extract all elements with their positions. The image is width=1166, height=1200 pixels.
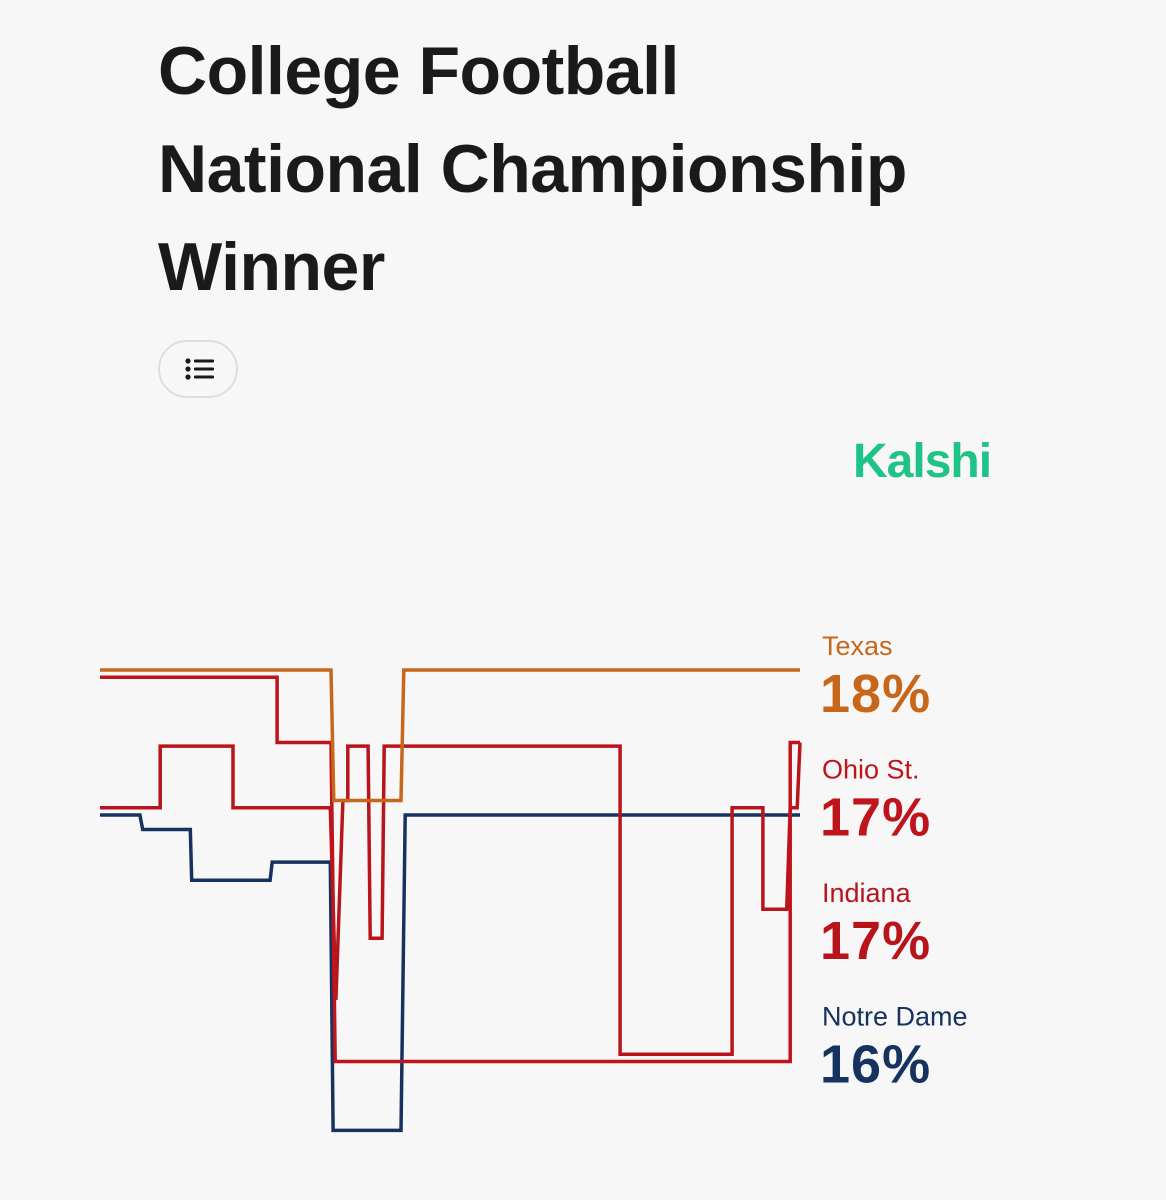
series-line: [100, 675, 800, 1064]
legend-label: Texas: [822, 631, 893, 661]
legend-label: Indiana: [822, 878, 912, 908]
list-button[interactable]: [158, 340, 238, 398]
chart-title: College Football National Championship W…: [158, 33, 907, 305]
series-line: [100, 668, 800, 803]
list-icon: [185, 358, 214, 380]
value-label: 18%: [820, 664, 931, 724]
value-label: 17%: [820, 788, 931, 848]
legend-label: Ohio St.: [822, 755, 920, 785]
brand-logo: Kalshi: [853, 435, 992, 488]
legend-label: Notre Dame: [822, 1002, 968, 1032]
series-line: [100, 813, 800, 1133]
series-line: [100, 742, 802, 1056]
value-label: 17%: [820, 911, 931, 971]
value-label: 16%: [820, 1035, 931, 1095]
